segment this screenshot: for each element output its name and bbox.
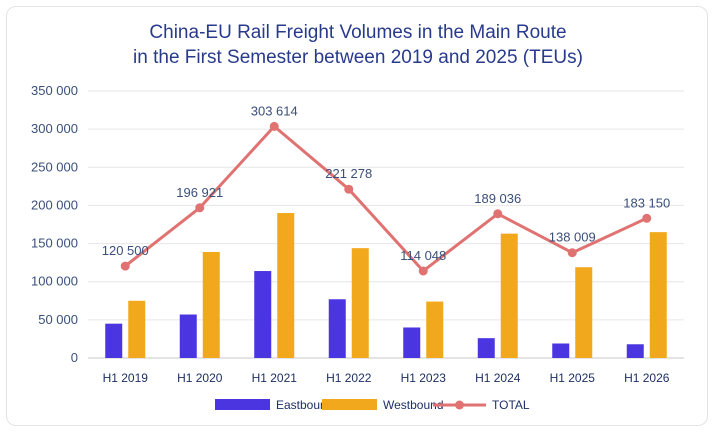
total-data-label: 138 009 xyxy=(549,230,596,245)
westbound-bar xyxy=(500,233,518,358)
y-tick-label: 150 000 xyxy=(31,236,78,251)
total-point xyxy=(120,261,130,271)
legend-label-eastbound: Eastbound xyxy=(276,398,333,412)
westbound-bar xyxy=(128,300,146,358)
x-category-label: H1 2022 xyxy=(326,371,372,385)
eastbound-bar xyxy=(626,344,644,358)
eastbound-bar xyxy=(328,299,346,358)
x-category-label: H1 2019 xyxy=(103,371,149,385)
total-data-label: 114 048 xyxy=(400,248,446,263)
westbound-bar xyxy=(351,248,369,358)
x-category-label: H1 2026 xyxy=(624,371,670,385)
westbound-bar xyxy=(277,213,295,358)
chart-title-line-1: China-EU Rail Freight Volumes in the Mai… xyxy=(149,22,567,43)
total-point xyxy=(418,266,428,276)
total-point xyxy=(344,184,354,194)
westbound-bar xyxy=(649,232,667,358)
total-point xyxy=(493,209,503,219)
eastbound-bar xyxy=(403,327,421,358)
westbound-bar xyxy=(202,251,220,358)
eastbound-bar xyxy=(179,314,197,358)
total-data-label: 303 614 xyxy=(251,103,298,118)
chart-title-line-2: in the First Semester between 2019 and 2… xyxy=(133,47,583,68)
x-category-label: H1 2020 xyxy=(177,371,223,385)
total-data-label: 196 921 xyxy=(176,185,223,200)
y-tick-label: 250 000 xyxy=(31,159,78,174)
eastbound-bar xyxy=(477,338,495,358)
eastbound-bar xyxy=(552,343,570,358)
legend-swatch-westbound xyxy=(322,399,377,410)
chart-title: China-EU Rail Freight Volumes in the Mai… xyxy=(0,20,716,70)
legend-swatch-total-marker xyxy=(455,400,464,410)
total-point xyxy=(567,248,577,258)
x-category-label: H1 2023 xyxy=(401,371,447,385)
legend-label-total: TOTAL xyxy=(492,398,530,412)
total-point xyxy=(269,121,279,131)
eastbound-bar xyxy=(254,271,272,358)
y-tick-label: 50 000 xyxy=(38,312,78,327)
total-data-label: 120 500 xyxy=(102,243,149,258)
legend-swatch-eastbound xyxy=(215,399,270,410)
total-point xyxy=(195,203,205,213)
westbound-bar xyxy=(575,267,593,358)
total-point xyxy=(642,213,652,223)
y-tick-label: 200 000 xyxy=(31,197,78,212)
x-category-label: H1 2025 xyxy=(550,371,596,385)
total-data-label: 189 036 xyxy=(474,191,521,206)
y-tick-label: 350 000 xyxy=(31,83,78,98)
x-category-label: H1 2024 xyxy=(475,371,521,385)
legend-label-westbound: Westbound xyxy=(383,398,444,412)
x-category-label: H1 2021 xyxy=(252,371,298,385)
total-line xyxy=(124,124,648,273)
total-data-label: 221 278 xyxy=(325,166,372,181)
westbound-bar xyxy=(426,301,444,358)
y-tick-label: 0 xyxy=(71,350,78,365)
y-tick-label: 300 000 xyxy=(31,121,78,136)
total-data-label: 183 150 xyxy=(623,195,670,210)
eastbound-bar xyxy=(105,323,123,358)
y-tick-label: 100 000 xyxy=(31,274,78,289)
